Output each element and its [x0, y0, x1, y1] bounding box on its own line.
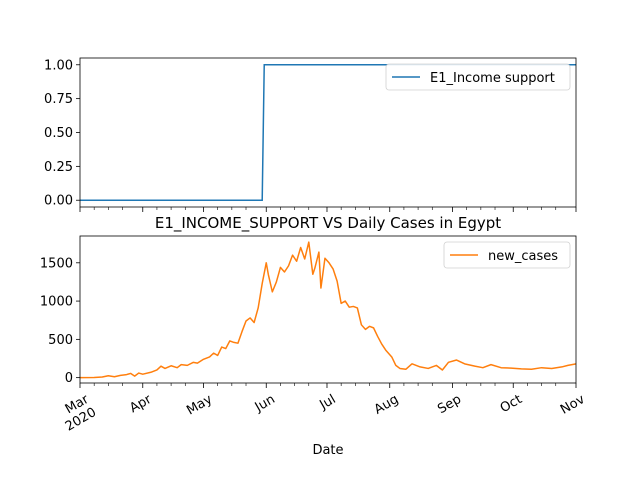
x-tick-label: Jun: [252, 392, 278, 416]
x-tick-label-text: Jun: [252, 392, 278, 416]
x-tick-label-text: Apr: [127, 392, 155, 417]
x-tick-label: Oct: [498, 392, 525, 416]
x-tick-label: Jul: [317, 392, 339, 413]
top-x-ticks: [79, 207, 577, 212]
y-tick-label: 0: [65, 371, 73, 386]
x-tick-label: Apr: [127, 392, 155, 417]
top-axes: 0.00 0.25 0.50 0.75 1.00 E1_Income support: [44, 57, 577, 212]
bottom-legend: new_cases: [443, 241, 571, 269]
x-tick-label: Nov: [558, 392, 588, 418]
top-legend: E1_Income support: [385, 63, 571, 91]
x-tick-label-text: Sep: [435, 392, 464, 417]
top-axes-frame: [79, 57, 577, 208]
x-tick-label: Aug: [372, 392, 401, 418]
chart-title: E1_INCOME_SUPPORT VS Daily Cases in Egyp…: [155, 214, 501, 233]
x-tick-label: May: [184, 392, 215, 419]
x-tick-label-text: Oct: [498, 392, 525, 416]
bottom-legend-label: new_cases: [488, 249, 558, 264]
y-tick-label: 500: [48, 333, 73, 348]
series-line-new-cases: [79, 241, 577, 379]
bottom-legend-box: [443, 241, 571, 269]
y-tick-label: 0.50: [44, 126, 73, 141]
top-legend-label: E1_Income support: [430, 71, 555, 86]
x-tick-label-text: Jul: [317, 392, 339, 413]
y-tick-label: 0.75: [44, 92, 73, 107]
top-y-ticks: 0.00 0.25 0.50 0.75 1.00: [44, 58, 80, 209]
bottom-y-ticks: 0 500 1000 1500: [40, 256, 80, 386]
x-tick-label-text: Nov: [558, 392, 588, 418]
y-tick-label: 1.00: [44, 58, 73, 73]
y-tick-label: 0.00: [44, 194, 73, 209]
x-axis-label: Date: [312, 443, 343, 458]
x-tick-label: Sep: [435, 392, 464, 417]
top-legend-box: [385, 63, 571, 91]
y-tick-label: 1000: [40, 295, 73, 310]
x-tick-label-text: Aug: [372, 392, 401, 418]
bottom-axes-frame: [79, 235, 577, 384]
x-tick-label-text: May: [184, 392, 215, 419]
y-tick-label: 0.25: [44, 160, 73, 175]
y-tick-label: 1500: [40, 256, 73, 271]
